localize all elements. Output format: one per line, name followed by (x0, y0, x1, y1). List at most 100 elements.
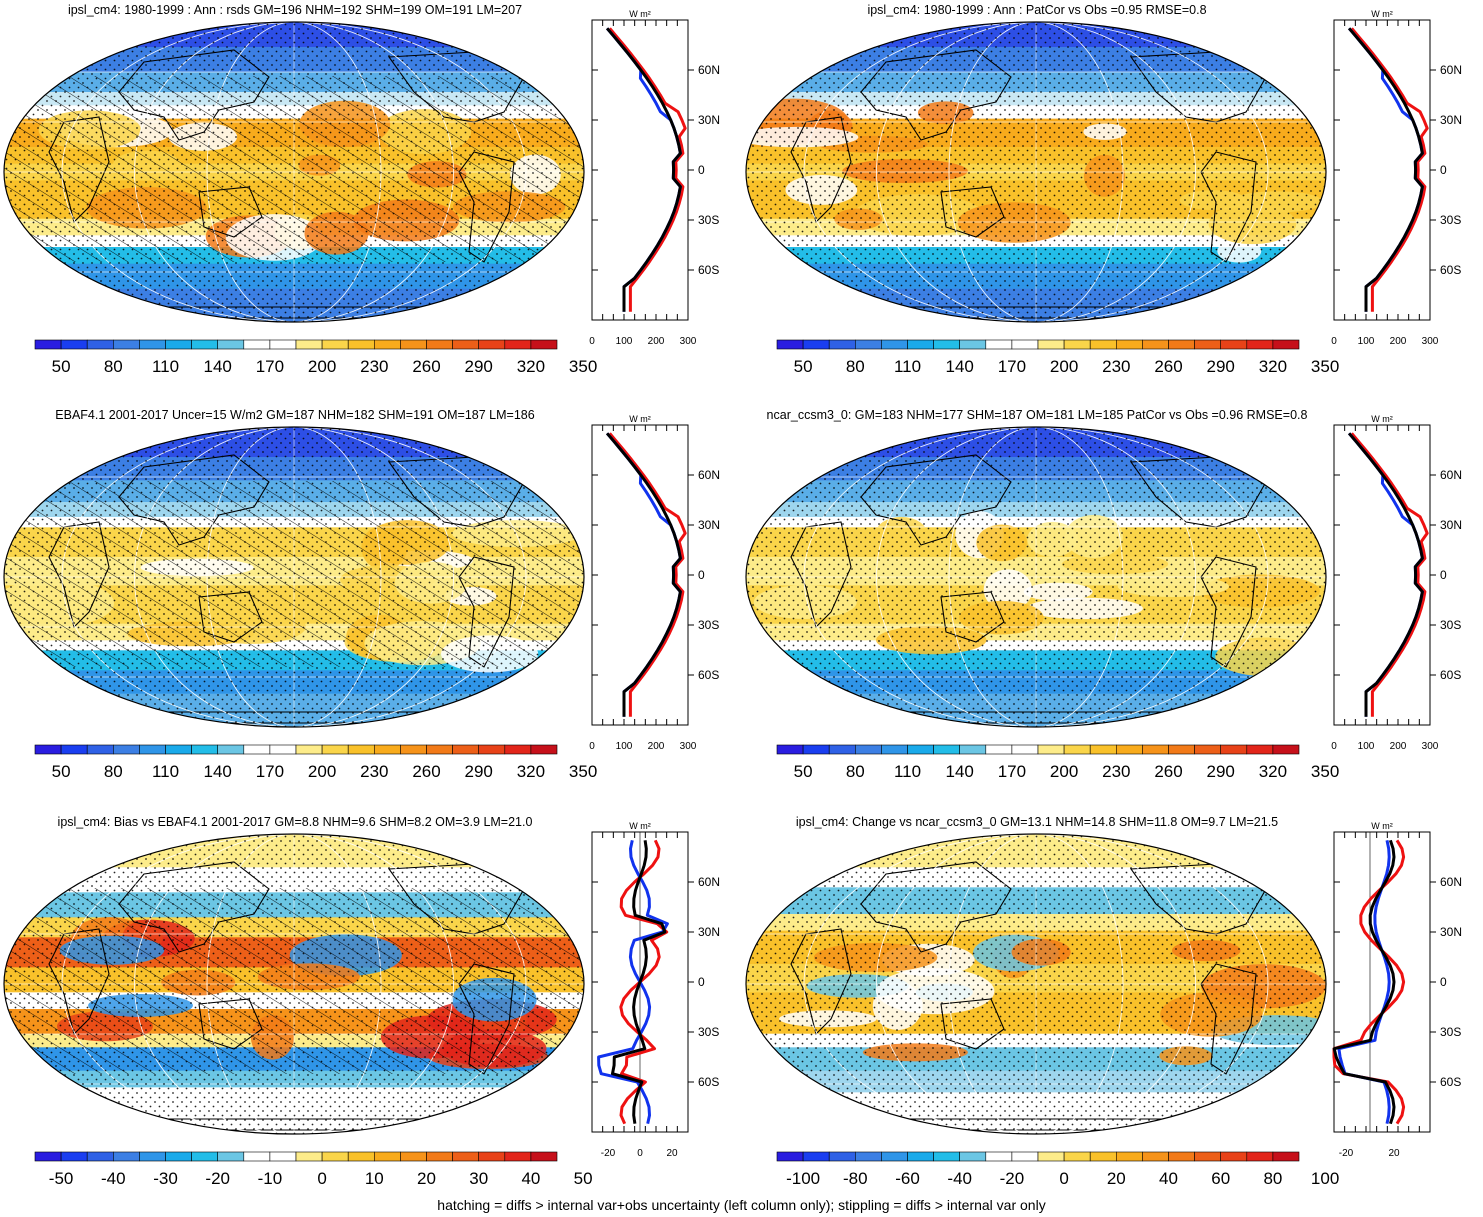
zonal-lat-label: 30N (698, 113, 720, 127)
colorbar-swatch (400, 1152, 426, 1161)
zonal-x-tick: 100 (616, 741, 633, 752)
colorbar-label: -10 (258, 1169, 283, 1188)
colorbar-swatch (1090, 340, 1116, 349)
colorbar-swatch (881, 1152, 907, 1161)
colorbar-swatch (348, 340, 374, 349)
colorbar-swatch (348, 745, 374, 754)
colorbar-swatch (35, 340, 61, 349)
colorbar-swatch (166, 1152, 192, 1161)
colorbar-label: 200 (308, 762, 336, 781)
colorbar-swatch (166, 340, 192, 349)
colorbar-swatch (1116, 745, 1142, 754)
zonal-lat-label: 60S (698, 1075, 719, 1089)
zonal-lat-label: 60S (698, 263, 719, 277)
zonal-lat-label: 60S (698, 668, 719, 682)
colorbar-label: 200 (308, 357, 336, 376)
colorbar-swatch (1038, 745, 1064, 754)
colorbar-swatch (296, 745, 322, 754)
colorbar-swatch (113, 340, 139, 349)
colorbar-swatch (87, 340, 113, 349)
colorbar-label: 20 (1107, 1169, 1126, 1188)
colorbar-swatch (192, 1152, 218, 1161)
colorbar-label: 170 (998, 357, 1026, 376)
colorbar-swatch (1273, 745, 1299, 754)
colorbar-swatch (61, 340, 87, 349)
colorbar-swatch (1221, 1152, 1247, 1161)
colorbar-swatch (803, 1152, 829, 1161)
zonal-lat-label: 0 (1440, 975, 1447, 989)
colorbar-label: 0 (1059, 1169, 1068, 1188)
colorbar-label: 80 (104, 762, 123, 781)
colorbar-label: 20 (417, 1169, 436, 1188)
zonal-lat-label: 60S (1440, 263, 1461, 277)
zonal-unit-label: W m² (1371, 414, 1393, 424)
colorbar-label: 80 (846, 762, 865, 781)
world-map (0, 405, 590, 735)
colorbar-swatch (270, 340, 296, 349)
map-panel-p4: ncar_ccsm3_0: GM=183 NHM=177 SHM=187 OM=… (742, 405, 1483, 810)
zonal-lat-label: 30S (1440, 618, 1461, 632)
colorbar-swatch (87, 745, 113, 754)
colorbar-swatch (1038, 340, 1064, 349)
zonal-lat-label: 0 (698, 568, 705, 582)
colorbar-swatch (1064, 340, 1090, 349)
colorbar-label: 170 (998, 762, 1026, 781)
colorbar-swatch (244, 340, 270, 349)
zonal-lat-label: 30N (698, 925, 720, 939)
zonal-lat-label: 60N (1440, 63, 1462, 77)
colorbar-swatch (505, 1152, 531, 1161)
colorbar-swatch (218, 745, 244, 754)
zonal-lat-label: 30N (1440, 113, 1462, 127)
zonal-x-tick: -20 (1339, 1148, 1354, 1159)
colorbar-swatch (1247, 1152, 1273, 1161)
zonal-x-tick: 0 (589, 741, 595, 752)
colorbar-label: -100 (786, 1169, 820, 1188)
colorbar-swatch (855, 745, 881, 754)
colorbar-swatch (479, 745, 505, 754)
world-map (742, 405, 1332, 735)
colorbar-swatch (244, 1152, 270, 1161)
colorbar-swatch (427, 745, 453, 754)
colorbar-label: 320 (1259, 357, 1287, 376)
colorbar-swatch (113, 1152, 139, 1161)
colorbar-swatch (87, 1152, 113, 1161)
zonal-x-tick: 0 (1331, 741, 1337, 752)
colorbar-label: -40 (947, 1169, 972, 1188)
colorbar-swatch (829, 340, 855, 349)
colorbar-swatch (348, 1152, 374, 1161)
colorbar-swatch (113, 745, 139, 754)
colorbar-swatch (1247, 745, 1273, 754)
colorbar-label: 320 (517, 762, 545, 781)
zonal-x-tick: 200 (648, 336, 665, 347)
colorbar-label: -80 (843, 1169, 868, 1188)
colorbar-swatch (270, 1152, 296, 1161)
zonal-x-tick: 300 (1422, 741, 1439, 752)
colorbar-label: 50 (794, 762, 813, 781)
colorbar-label: -20 (205, 1169, 230, 1188)
zonal-unit-label: W m² (629, 821, 651, 831)
colorbar-label: 200 (1050, 762, 1078, 781)
colorbar-swatch (777, 340, 803, 349)
colorbar-swatch (453, 340, 479, 349)
colorbar-label: 50 (794, 357, 813, 376)
colorbar-swatch (192, 340, 218, 349)
colorbar-label: 230 (360, 762, 388, 781)
colorbar-label: 200 (1050, 357, 1078, 376)
colorbar-label: 140 (204, 762, 232, 781)
zonal-x-tick: 20 (1388, 1148, 1400, 1159)
zonal-lat-label: 30N (1440, 925, 1462, 939)
colorbar-label: 80 (1263, 1169, 1282, 1188)
colorbar-label: 230 (1102, 762, 1130, 781)
colorbar-label: 140 (946, 762, 974, 781)
map-panel-p5: ipsl_cm4: Bias vs EBAF4.1 2001-2017 GM=8… (0, 812, 741, 1217)
colorbar-swatch (1038, 1152, 1064, 1161)
